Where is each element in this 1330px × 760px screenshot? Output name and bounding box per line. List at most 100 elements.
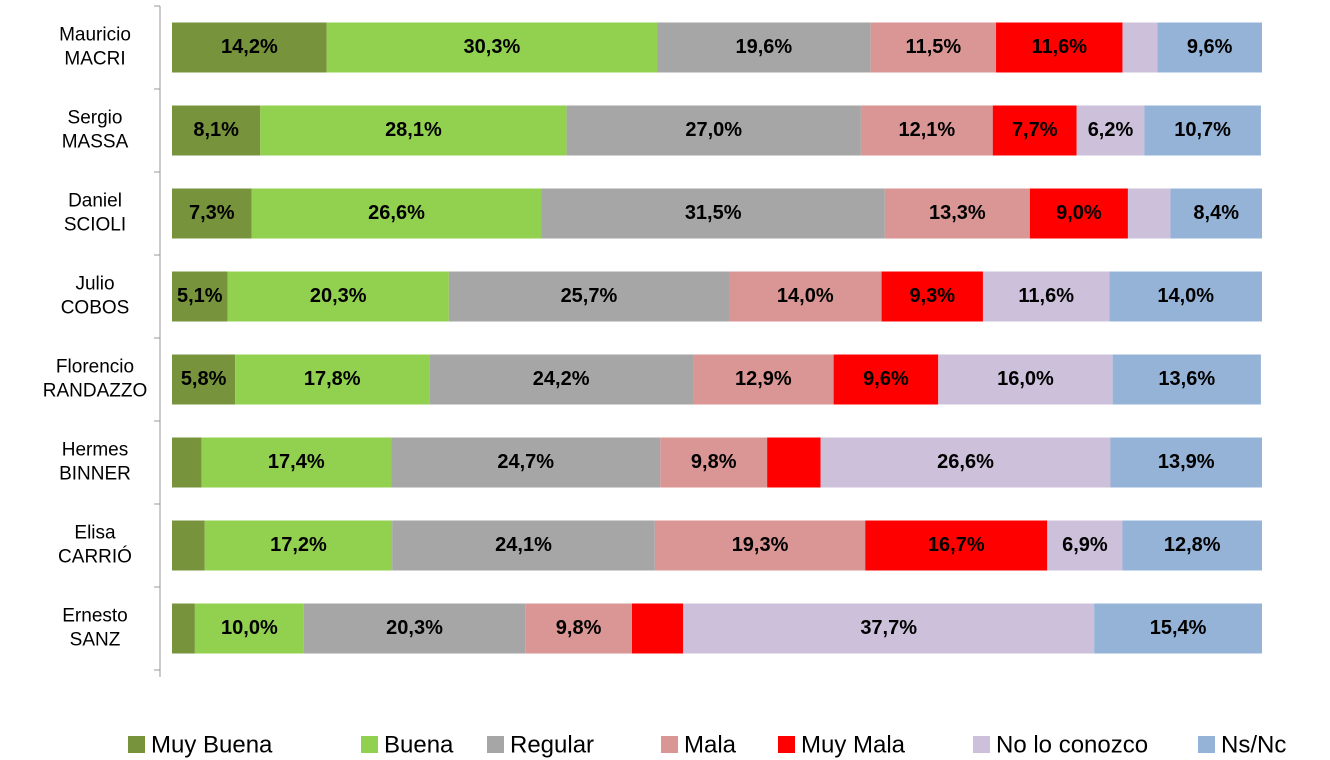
bar-segment: [693, 354, 834, 405]
bar-segment: [833, 354, 939, 405]
bar-segment: [1094, 603, 1262, 654]
legend-label: Ns/Nc: [1221, 731, 1286, 758]
bar-segment: [194, 603, 304, 654]
data-label: 13,3%: [929, 202, 986, 224]
bar-segment: [204, 520, 393, 571]
bar-segment: [865, 520, 1048, 571]
bar-segment: [683, 603, 1095, 654]
bar-segment: [251, 188, 542, 239]
data-label: 15,4%: [1150, 617, 1207, 639]
bar-segment: [860, 105, 993, 156]
legend-swatch: [661, 736, 678, 753]
data-label: 14,0%: [1157, 285, 1214, 307]
data-label: 27,0%: [685, 119, 742, 141]
data-label: 9,8%: [691, 451, 737, 473]
bar-segment: [1109, 271, 1262, 322]
bar-segment: [728, 271, 882, 322]
bar-segment: [982, 271, 1110, 322]
data-label: 24,7%: [497, 451, 554, 473]
category-label: Sergio MASSA: [62, 108, 129, 153]
data-label: 9,0%: [1056, 202, 1102, 224]
data-label: 11,6%: [1018, 285, 1074, 307]
bar-segment: [767, 437, 821, 488]
bar-segment: [566, 105, 861, 156]
data-label: 19,6%: [736, 36, 793, 58]
category-label: Ernesto SANZ: [62, 606, 127, 651]
data-label: 7,3%: [189, 202, 235, 224]
bar-segment: [1122, 22, 1158, 73]
legend-label: Regular: [510, 731, 594, 758]
bar-segment: [172, 354, 236, 405]
bar-segment: [1157, 22, 1262, 73]
category-label: Daniel SCIOLI: [64, 191, 126, 236]
data-label: 8,1%: [193, 119, 239, 141]
legend-label: Muy Buena: [151, 731, 273, 758]
data-label: 13,9%: [1158, 451, 1215, 473]
data-label: 17,2%: [270, 534, 327, 556]
data-label: 14,0%: [777, 285, 834, 307]
bar-segment: [820, 437, 1111, 488]
bar-segment: [303, 603, 526, 654]
data-label: 28,1%: [385, 119, 442, 141]
legend-swatch: [1198, 736, 1215, 753]
bar-segment: [1122, 520, 1262, 571]
data-label: 9,6%: [863, 368, 909, 390]
bar-segment: [992, 105, 1077, 156]
data-label: 9,6%: [1187, 36, 1233, 58]
data-label: 14,2%: [221, 36, 278, 58]
data-label: 20,3%: [310, 285, 367, 307]
bar-segment: [227, 271, 449, 322]
data-label: 12,9%: [735, 368, 792, 390]
data-label: 10,7%: [1174, 119, 1231, 141]
data-label: 26,6%: [368, 202, 425, 224]
data-label: 25,7%: [561, 285, 618, 307]
data-label: 11,5%: [906, 36, 962, 58]
data-label: 16,0%: [997, 368, 1054, 390]
bar-segment: [429, 354, 694, 405]
data-label: 12,8%: [1164, 534, 1221, 556]
data-label: 10,0%: [221, 617, 278, 639]
legend-swatch: [361, 736, 378, 753]
bar-segment: [1144, 105, 1261, 156]
data-label: 17,4%: [268, 451, 325, 473]
bar-segment: [1047, 520, 1123, 571]
data-label: 37,7%: [860, 617, 917, 639]
bar-segment: [260, 105, 567, 156]
category-label: Florencio RANDAZZO: [43, 357, 148, 402]
category-label: Julio COBOS: [61, 274, 130, 319]
data-label: 24,2%: [533, 368, 590, 390]
bar-segment: [392, 520, 655, 571]
bar-segment: [172, 188, 252, 239]
bar-segment: [391, 437, 661, 488]
legend-swatch: [778, 736, 795, 753]
bar-segment: [1076, 105, 1145, 156]
data-label: 5,8%: [181, 368, 227, 390]
bar-segment: [996, 22, 1123, 73]
category-label: Mauricio MACRI: [59, 25, 131, 70]
legend-swatch: [973, 736, 990, 753]
bar-segment: [884, 188, 1030, 239]
data-label: 13,6%: [1158, 368, 1215, 390]
data-label: 30,3%: [464, 36, 521, 58]
bar-segment: [657, 22, 871, 73]
bar-segment: [172, 603, 195, 654]
bar-segment: [870, 22, 997, 73]
bar-segment: [541, 188, 885, 239]
bar-segment: [1029, 188, 1128, 239]
data-label: 16,7%: [928, 534, 985, 556]
data-label: 24,1%: [495, 534, 552, 556]
legend-label: Muy Mala: [801, 731, 906, 758]
category-label: Elisa CARRIÓ: [58, 523, 132, 568]
bar-segment: [235, 354, 430, 405]
data-label: 19,3%: [732, 534, 789, 556]
legend-label: No lo conozco: [996, 731, 1148, 758]
legend-swatch: [128, 736, 145, 753]
data-label: 9,3%: [909, 285, 955, 307]
data-label: 5,1%: [177, 285, 223, 307]
data-label: 17,8%: [304, 368, 361, 390]
legend-swatch: [487, 736, 504, 753]
bar-segment: [1127, 188, 1171, 239]
bar-segment: [881, 271, 983, 322]
data-label: 9,8%: [556, 617, 602, 639]
